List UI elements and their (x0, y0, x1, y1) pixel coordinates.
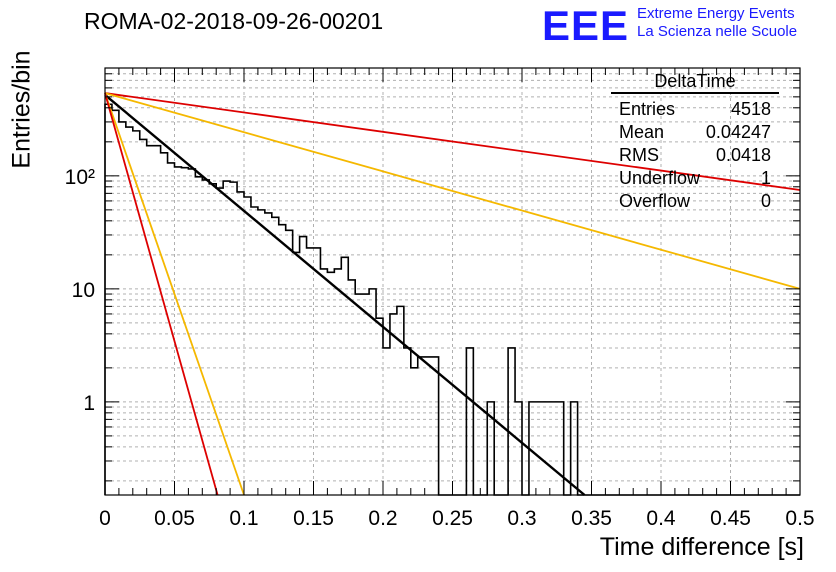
x-tick-label: 0.5 (785, 507, 814, 530)
x-tick-label: 0 (99, 507, 111, 530)
y-axis-label: Entries/bin (7, 50, 36, 169)
x-tick-label: 0.1 (229, 507, 258, 530)
y-tick-label: 10² (65, 166, 95, 189)
fit-line-1 (104, 94, 586, 496)
x-tick-label: 0.2 (368, 507, 397, 530)
x-tick-label: 0.25 (432, 507, 473, 530)
org-line-1: Extreme Energy Events (637, 5, 795, 22)
stats-box: DeltaTime Entries 4518 Mean 0.04247 RMS 0.0… (609, 70, 779, 213)
y-tick-label: 10 (72, 279, 95, 302)
x-axis-label: Time difference [s] (599, 533, 804, 561)
axis-ticks (104, 67, 801, 495)
x-tick-label: 0.05 (154, 507, 195, 530)
fit-lines (104, 92, 801, 496)
x-tick-label: 0.35 (571, 507, 612, 530)
x-tick-label: 0.4 (646, 507, 676, 530)
org-line-2: La Scienza nelle Scuole (637, 23, 798, 40)
stats-row-underflow: Underflow 1 (619, 168, 771, 188)
fit-line-5 (104, 92, 219, 496)
stats-box-title: DeltaTime (611, 70, 779, 94)
x-tick-labels: 0 0.05 0.1 0.15 0.2 0.25 0.3 0.35 0.4 0.45 0.5 (99, 507, 814, 530)
x-tick-label: 0.15 (293, 507, 334, 530)
x-tick-label: 0.3 (507, 507, 536, 530)
fit-line-3 (104, 92, 801, 290)
stats-row-overflow: Overflow 0 (619, 191, 771, 211)
chart-title: ROMA-02-2018-09-26-00201 (84, 8, 384, 34)
y-tick-labels: 1 10 10² (65, 166, 95, 415)
stats-row-entries: Entries 4518 (619, 99, 771, 119)
x-tick-label: 0.45 (710, 507, 751, 530)
organization-label: Extreme Energy Events La Scienza nelle S… (637, 5, 797, 41)
fit-line-4 (104, 92, 245, 496)
y-tick-label: 1 (83, 392, 95, 415)
stats-row-mean: Mean 0.04247 (619, 122, 771, 142)
eee-logo: EEE (542, 2, 630, 49)
fit-line-2 (104, 92, 801, 191)
stats-row-rms: RMS 0.0418 (619, 145, 771, 165)
